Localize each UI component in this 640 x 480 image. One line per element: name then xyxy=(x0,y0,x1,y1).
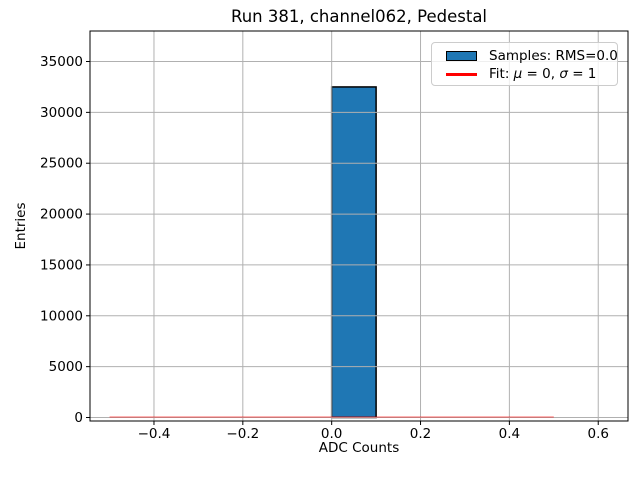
sigma-symbol: σ xyxy=(559,66,568,82)
fit-label-suffix: = 1 xyxy=(567,66,597,82)
svg-text:20000: 20000 xyxy=(40,207,83,223)
histogram-swatch-box xyxy=(446,47,477,65)
svg-text:5000: 5000 xyxy=(49,359,83,375)
fit-swatch-box xyxy=(446,65,477,83)
svg-text:35000: 35000 xyxy=(40,54,83,70)
svg-text:0: 0 xyxy=(74,410,83,426)
legend-entry-samples: Samples: RMS=0.0 xyxy=(446,47,618,65)
svg-text:0.2: 0.2 xyxy=(410,426,431,442)
fit-label-prefix: Fit: xyxy=(489,66,514,82)
fit-line-swatch xyxy=(446,72,477,76)
legend-entry-fit: Fit: μ = 0, σ = 1 xyxy=(446,65,609,83)
fit-label-mid: = 0, xyxy=(522,66,560,82)
svg-text:15000: 15000 xyxy=(40,257,83,273)
chart-title: Run 381, channel062, Pedestal xyxy=(230,7,488,26)
svg-text:0.0: 0.0 xyxy=(321,426,342,442)
x-axis-label: ADC Counts xyxy=(318,440,400,456)
svg-text:10000: 10000 xyxy=(40,308,83,324)
svg-text:25000: 25000 xyxy=(40,156,83,172)
svg-text:−0.4: −0.4 xyxy=(138,426,171,442)
svg-text:0.4: 0.4 xyxy=(499,426,520,442)
svg-text:30000: 30000 xyxy=(40,105,83,121)
legend-label-samples: Samples: RMS=0.0 xyxy=(489,48,618,64)
legend: Samples: RMS=0.0 Fit: μ = 0, σ = 1 xyxy=(431,42,618,86)
svg-text:0.6: 0.6 xyxy=(587,426,608,442)
legend-label-fit: Fit: μ = 0, σ = 1 xyxy=(489,66,596,82)
mu-symbol: μ xyxy=(513,66,523,82)
svg-text:−0.2: −0.2 xyxy=(226,426,259,442)
histogram-patch-swatch xyxy=(446,51,477,61)
